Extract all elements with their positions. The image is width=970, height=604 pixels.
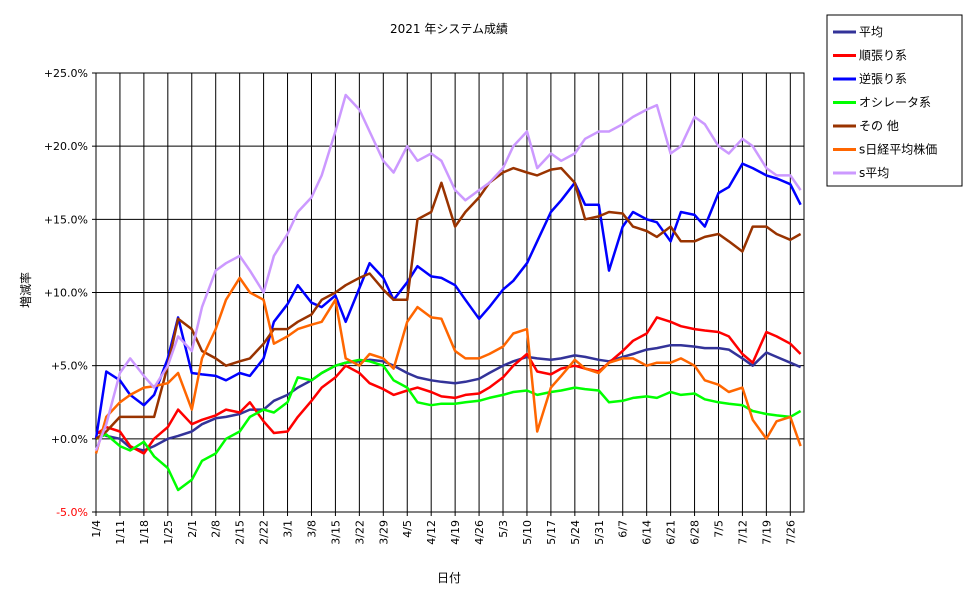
x-tick-label: 1/25 — [162, 520, 175, 545]
y-tick-label: +15.0% — [44, 213, 88, 226]
y-tick-label: +10.0% — [44, 287, 88, 300]
series-line-3 — [95, 358, 802, 492]
legend-box — [826, 14, 963, 187]
y-axis-ticks: +25.0% +20.0% +15.0% +10.0% +5.0% +0.0% -5.0% — [44, 67, 96, 519]
x-tick-label: 1/4 — [90, 520, 103, 538]
x-tick-label: 3/8 — [305, 520, 318, 538]
x-tick-label: 7/19 — [760, 520, 773, 545]
x-tick-label: 5/31 — [593, 520, 606, 545]
x-tick-label: 7/12 — [736, 520, 749, 545]
x-tick-label: 6/14 — [641, 520, 654, 545]
x-axis-title: 日付 — [437, 571, 461, 585]
x-tick-label: 5/3 — [497, 520, 510, 538]
legend-label-3: オシレータ系 — [859, 96, 931, 110]
x-tick-label: 5/17 — [545, 520, 558, 545]
y-tick-label: +0.0% — [51, 433, 88, 446]
x-tick-label: 3/29 — [377, 520, 390, 545]
y-axis-title: 増減率 — [18, 272, 33, 308]
series-line-6 — [94, 93, 802, 451]
x-tick-label: 6/7 — [617, 520, 630, 538]
legend-label-2: 逆張り系 — [859, 71, 907, 86]
x-tick-label: 6/21 — [665, 520, 678, 545]
y-tick-label: +25.0% — [44, 67, 88, 80]
series-line-4 — [95, 166, 802, 440]
series-line-1 — [95, 316, 802, 455]
x-tick-label: 1/11 — [114, 520, 127, 545]
x-tick-label: 4/5 — [401, 520, 414, 538]
series-line-0 — [95, 343, 802, 452]
legend-label-0: 平均 — [859, 25, 883, 39]
series-line-5 — [94, 276, 802, 454]
x-tick-label: 5/10 — [521, 520, 534, 545]
y-tick-label: +5.0% — [51, 360, 88, 373]
x-tick-label: 3/1 — [282, 520, 295, 538]
legend-label-4: その 他 — [859, 119, 899, 133]
x-tick-label: 5/24 — [569, 520, 582, 545]
x-tick-label: 2/8 — [210, 520, 223, 538]
x-tick-label: 3/15 — [329, 520, 342, 545]
x-tick-label: 6/28 — [689, 520, 702, 545]
legend-label-6: s平均 — [859, 166, 889, 180]
legend-label-5: s日経平均株価 — [859, 142, 937, 157]
series-layer — [94, 93, 802, 492]
x-tick-label: 7/5 — [712, 520, 725, 538]
series-line-2 — [94, 162, 802, 439]
y-tick-label: +20.0% — [44, 140, 88, 153]
x-tick-label: 1/18 — [138, 520, 151, 545]
x-tick-label: 3/22 — [353, 520, 366, 545]
chart-title: 2021 年システム成績 — [390, 22, 508, 36]
grid-lines — [96, 73, 804, 512]
x-tick-label: 2/22 — [258, 520, 271, 545]
x-axis-ticks: 1/4 1/11 1/18 1/25 2/1 2/8 2/15 2/22 3/1 3/8 3/15 3… — [90, 512, 797, 545]
legend-label-1: 順張り系 — [859, 49, 907, 63]
x-tick-label: 2/1 — [186, 520, 199, 538]
x-tick-label: 4/12 — [425, 520, 438, 545]
x-tick-label: 7/26 — [784, 520, 797, 545]
y-tick-label: -5.0% — [56, 506, 88, 519]
x-tick-label: 4/26 — [473, 520, 486, 545]
x-tick-label: 4/19 — [449, 520, 462, 545]
x-tick-label: 2/15 — [234, 520, 247, 545]
